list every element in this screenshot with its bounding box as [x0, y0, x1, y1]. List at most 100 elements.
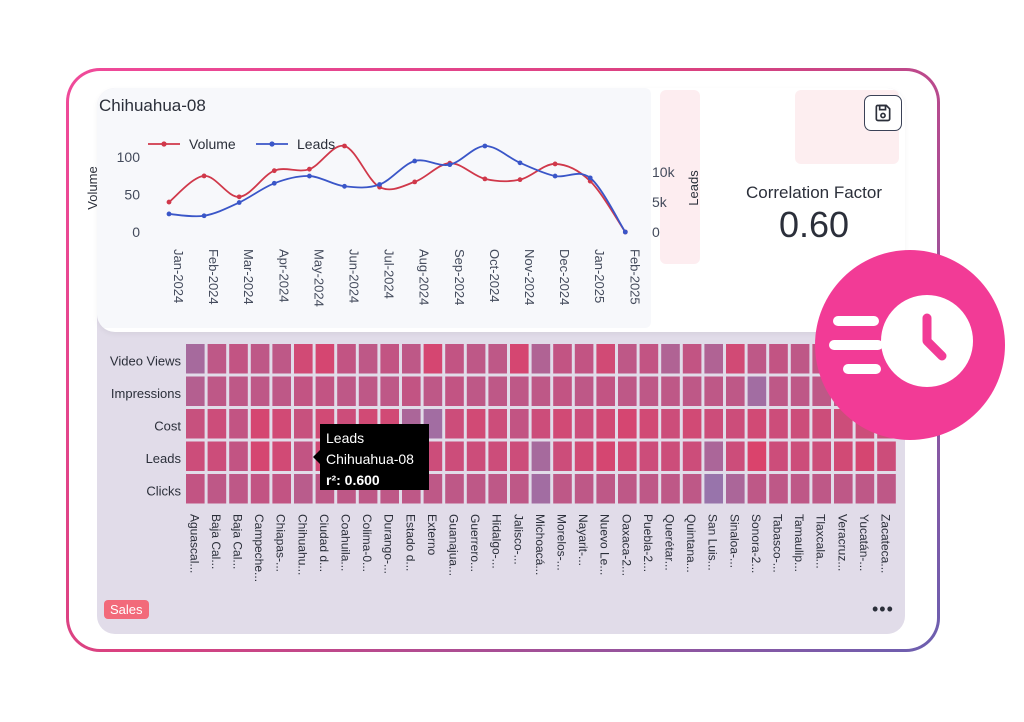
heatmap-cell [704, 441, 723, 471]
heatmap-column-label: Baja Cal... [209, 514, 223, 569]
heatmap-cell [531, 409, 551, 439]
heatmap-cell [596, 441, 615, 471]
heatmap-column-label: Querétar... [663, 514, 677, 571]
heatmap-cell [510, 474, 529, 504]
heatmap-cell [790, 376, 810, 406]
heatmap-cell [618, 409, 637, 439]
heatmap-cell [229, 376, 248, 406]
heatmap-cell [207, 376, 227, 406]
heatmap-cell [769, 344, 788, 374]
heatmap-cell [337, 376, 356, 406]
floppy-disk-icon [875, 104, 891, 122]
heatmap-cell [272, 441, 291, 471]
heatmap-cell [294, 376, 313, 406]
heatmap-column-label: Campeche... [252, 514, 266, 582]
heatmap-cell [661, 376, 680, 406]
heatmap-cell [574, 376, 594, 406]
heatmap-cell [704, 409, 723, 439]
heatmap-column-label: Zacateca... [879, 514, 893, 573]
heatmap-cell [596, 409, 615, 439]
heatmap-cell [704, 376, 723, 406]
heatmap-cell [704, 344, 723, 374]
heatmap-cell [618, 344, 637, 374]
heatmap-cell [618, 441, 637, 471]
sales-tag[interactable]: Sales [104, 600, 149, 619]
heatmap-cell [682, 409, 702, 439]
heatmap-column-label: Tlaxcala... [814, 514, 828, 569]
heatmap-cell [790, 409, 810, 439]
heatmap-row-label: Clicks [146, 483, 181, 498]
heatmap-cell [272, 474, 291, 504]
heatmap-cell [294, 474, 313, 504]
heatmap-cell [812, 474, 831, 504]
heatmap-cell [466, 474, 486, 504]
heatmap-cell [834, 474, 853, 504]
save-button[interactable] [864, 95, 902, 131]
heatmap-cell [790, 441, 810, 471]
heatmap-cell [294, 409, 313, 439]
heatmap-cell [682, 474, 702, 504]
heatmap-cell [229, 409, 248, 439]
heatmap-cell [294, 441, 313, 471]
heatmap-column-label: Aguascal... [187, 514, 201, 573]
heatmap-cell [682, 376, 702, 406]
heatmap-cell [639, 441, 659, 471]
heatmap-column-label: Oaxaca-2... [619, 514, 633, 576]
more-options-button[interactable]: ••• [872, 599, 894, 619]
heatmap-cell [639, 376, 659, 406]
heatmap-cell [531, 474, 551, 504]
heatmap-column-label: Tabasco-... [771, 514, 785, 573]
heatmap-cell [250, 376, 270, 406]
heatmap-cell [747, 441, 767, 471]
heatmap-cell [553, 441, 572, 471]
heatmap-column-label: Sonora-2... [749, 514, 763, 573]
heatmap-column-label: Tamaulip... [792, 514, 806, 572]
correlation-label: Correlation Factor [745, 183, 883, 202]
heatmap-column-label: Guerrero... [468, 514, 482, 572]
heatmap-cell [574, 409, 594, 439]
heatmap-column-label: San Luis... [706, 514, 720, 571]
heatmap-row-label: Video Views [110, 353, 182, 368]
heatmap-cell [834, 441, 853, 471]
heatmap-cell [747, 474, 767, 504]
heatmap-cell [423, 376, 443, 406]
heatmap-column-label: Nayarit-... [576, 514, 590, 566]
heatmap-column-label: Guanajua... [447, 514, 461, 576]
heatmap-cell [488, 376, 507, 406]
heatmap-cell [596, 474, 615, 504]
heatmap-column-label: Chihuahu... [295, 514, 309, 575]
heatmap-cell [510, 344, 529, 374]
heatmap-cell [790, 474, 810, 504]
correlation-value: 0.60 [778, 204, 850, 245]
heatmap-cell [488, 344, 507, 374]
heatmap-cell [229, 474, 248, 504]
heatmap-cell [186, 409, 205, 439]
heatmap-cell [726, 409, 745, 439]
heatmap-cell [618, 376, 637, 406]
heatmap-cell [574, 441, 594, 471]
heatmap-cell [272, 344, 291, 374]
heatmap-cell [466, 441, 486, 471]
heatmap-cell [445, 474, 464, 504]
heatmap-cell [294, 344, 313, 374]
heatmap-cell [812, 409, 831, 439]
heatmap-column-label: Morelos-... [555, 514, 569, 571]
heatmap-cell [488, 474, 507, 504]
heatmap-cell [661, 344, 680, 374]
heatmap-tooltip: Leads Chihuahua-08 r²: 0.600 [313, 424, 429, 490]
heatmap-cell [445, 376, 464, 406]
heatmap-cell [207, 474, 227, 504]
heatmap-cell [596, 376, 615, 406]
heatmap-column-label: Veracruz... [835, 514, 849, 571]
heatmap-cell [531, 344, 551, 374]
heatmap-cell [877, 441, 896, 471]
heatmap-column-label: Coahuila... [339, 514, 353, 571]
heatmap-column-label: Colima-0... [360, 514, 374, 572]
heatmap-cell [186, 441, 205, 471]
heatmap-row-label: Impressions [111, 386, 182, 401]
heatmap-column-label: Externo [425, 514, 439, 556]
heatmap-cell [747, 409, 767, 439]
heatmap-cell [186, 474, 205, 504]
heatmap-cell [229, 441, 248, 471]
heatmap-column-label: Hidalgo-... [490, 514, 504, 569]
